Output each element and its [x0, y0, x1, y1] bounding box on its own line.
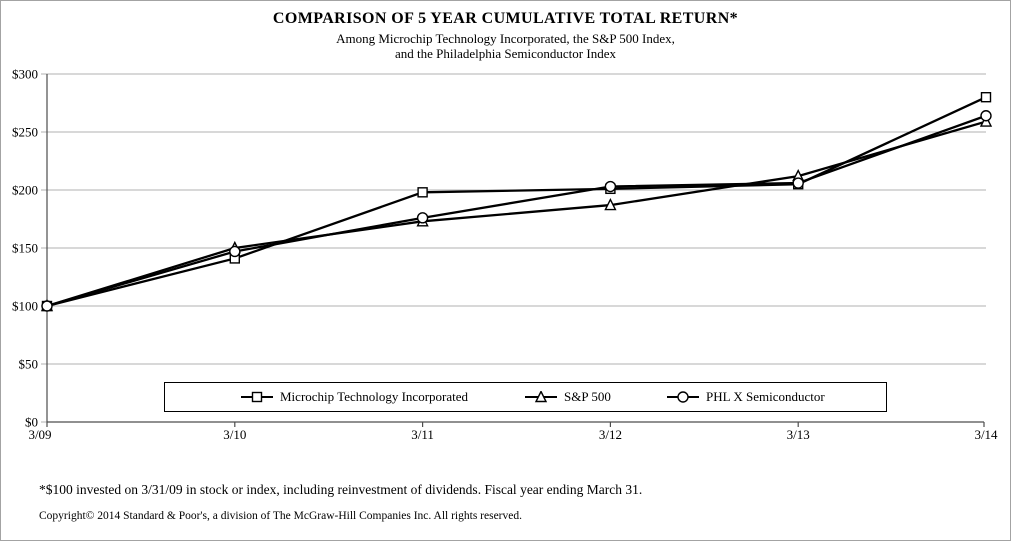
x-axis-tick-label: 3/14: [974, 427, 998, 442]
y-axis-tick-label: $50: [19, 357, 39, 372]
series-line: [46, 96, 987, 308]
series-line: [46, 114, 987, 308]
legend: Microchip Technology Incorporated S&P 50…: [164, 382, 887, 412]
legend-label-phlx: PHL X Semiconductor: [706, 389, 825, 404]
square-marker-icon: [241, 391, 273, 403]
legend-item-phlx: PHL X Semiconductor: [667, 383, 825, 411]
x-axis-tick-label: 3/12: [599, 427, 622, 442]
legend-label-sp500: S&P 500: [564, 389, 611, 404]
y-axis-tick-label: $200: [12, 183, 38, 198]
y-axis-tick-label: $250: [12, 125, 38, 140]
triangle-marker-icon: [525, 391, 557, 403]
data-point-circle: [416, 212, 429, 224]
x-axis-tick-label: 3/09: [28, 427, 51, 442]
y-axis-tick-label: $300: [12, 67, 38, 82]
data-point-square: [980, 91, 992, 103]
chart-title: COMPARISON OF 5 YEAR CUMULATIVE TOTAL RE…: [272, 10, 739, 27]
chart-subtitle-line2: and the Philadelphia Semiconductor Index: [395, 46, 616, 61]
y-axis-tick-label: $150: [12, 241, 38, 256]
data-point-square: [417, 187, 428, 198]
chart-subtitle-line1: Among Microchip Technology Incorporated,…: [336, 31, 675, 46]
series-line: [46, 120, 987, 308]
data-point-circle: [41, 300, 53, 312]
y-axis-tick-label: $0: [25, 415, 38, 430]
data-point-circle: [792, 177, 804, 189]
copyright-text: Copyright© 2014 Standard & Poor's, a div…: [39, 510, 522, 522]
x-axis-tick-label: 3/11: [411, 427, 434, 442]
y-axis-tick-label: $100: [12, 299, 38, 314]
data-point-circle: [229, 245, 241, 258]
x-axis-tick-label: 3/13: [787, 427, 810, 442]
legend-label-microchip: Microchip Technology Incorporated: [280, 389, 469, 404]
legend-item-microchip: Microchip Technology Incorporated: [241, 383, 468, 411]
legend-item-sp500: S&P 500: [525, 383, 611, 411]
data-point-circle: [980, 110, 992, 122]
x-axis-tick-label: 3/10: [223, 427, 246, 442]
data-point-triangle: [604, 198, 617, 211]
data-point-circle: [604, 180, 617, 193]
footnote-text: *$100 invested on 3/31/09 in stock or in…: [39, 482, 643, 497]
circle-marker-icon: [667, 391, 699, 403]
